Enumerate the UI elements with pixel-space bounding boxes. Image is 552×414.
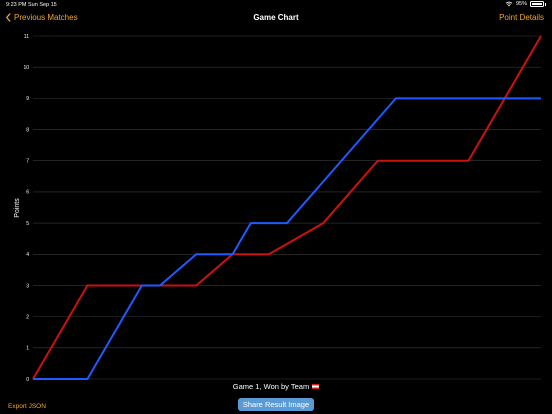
grid-lines bbox=[33, 35, 541, 380]
nav-bar: Previous Matches Game Chart Point Detail… bbox=[0, 10, 552, 28]
chevron-left-icon bbox=[6, 13, 11, 22]
game-chart: 0 1 2 3 4 5 6 7 8 9 10 11 Points bbox=[14, 34, 542, 382]
series-line-2 bbox=[33, 97, 541, 380]
y-tick-label: 6 bbox=[26, 190, 29, 196]
point-details-button[interactable]: Point Details bbox=[499, 13, 544, 22]
status-date: Sun Sep 15 bbox=[28, 2, 57, 8]
battery-fill bbox=[532, 3, 542, 5]
y-tick-label: 1 bbox=[26, 346, 29, 352]
battery-percent: 95% bbox=[515, 1, 527, 7]
series-line-1 bbox=[32, 35, 542, 380]
y-tick-label: 5 bbox=[26, 221, 29, 227]
game-result-text: Game 1, Won by Team bbox=[232, 382, 310, 391]
flag-icon bbox=[312, 384, 320, 389]
y-tick-label: 8 bbox=[26, 127, 29, 133]
y-axis-label: Points bbox=[14, 198, 21, 218]
series-lines bbox=[32, 35, 542, 380]
y-tick-label: 0 bbox=[26, 377, 29, 382]
y-tick-label: 2 bbox=[26, 314, 29, 320]
battery-icon bbox=[530, 1, 544, 7]
y-tick-label: 3 bbox=[26, 283, 29, 289]
y-tick-label: 9 bbox=[26, 96, 29, 102]
status-time: 9:23 PM bbox=[6, 2, 27, 8]
y-tick-label: 10 bbox=[23, 65, 29, 71]
y-tick-labels: 0 1 2 3 4 5 6 7 8 9 10 11 bbox=[23, 34, 29, 382]
share-result-image-button[interactable]: Share Result Image bbox=[238, 398, 314, 411]
page-title: Game Chart bbox=[253, 13, 299, 22]
wifi-icon bbox=[505, 1, 513, 7]
export-json-link[interactable]: Export JSON bbox=[8, 403, 46, 410]
status-right: 95% bbox=[505, 1, 546, 7]
y-tick-label: 11 bbox=[24, 34, 29, 40]
battery-nub bbox=[545, 2, 546, 6]
status-bar: 9:23 PM Sun Sep 15 95% bbox=[0, 0, 552, 10]
y-tick-label: 4 bbox=[26, 252, 29, 258]
previous-matches-button[interactable]: Previous Matches bbox=[5, 13, 78, 22]
previous-matches-label: Previous Matches bbox=[14, 13, 78, 22]
game-result-caption: Game 1, Won by Team bbox=[0, 382, 552, 391]
y-tick-label: 7 bbox=[26, 159, 29, 165]
